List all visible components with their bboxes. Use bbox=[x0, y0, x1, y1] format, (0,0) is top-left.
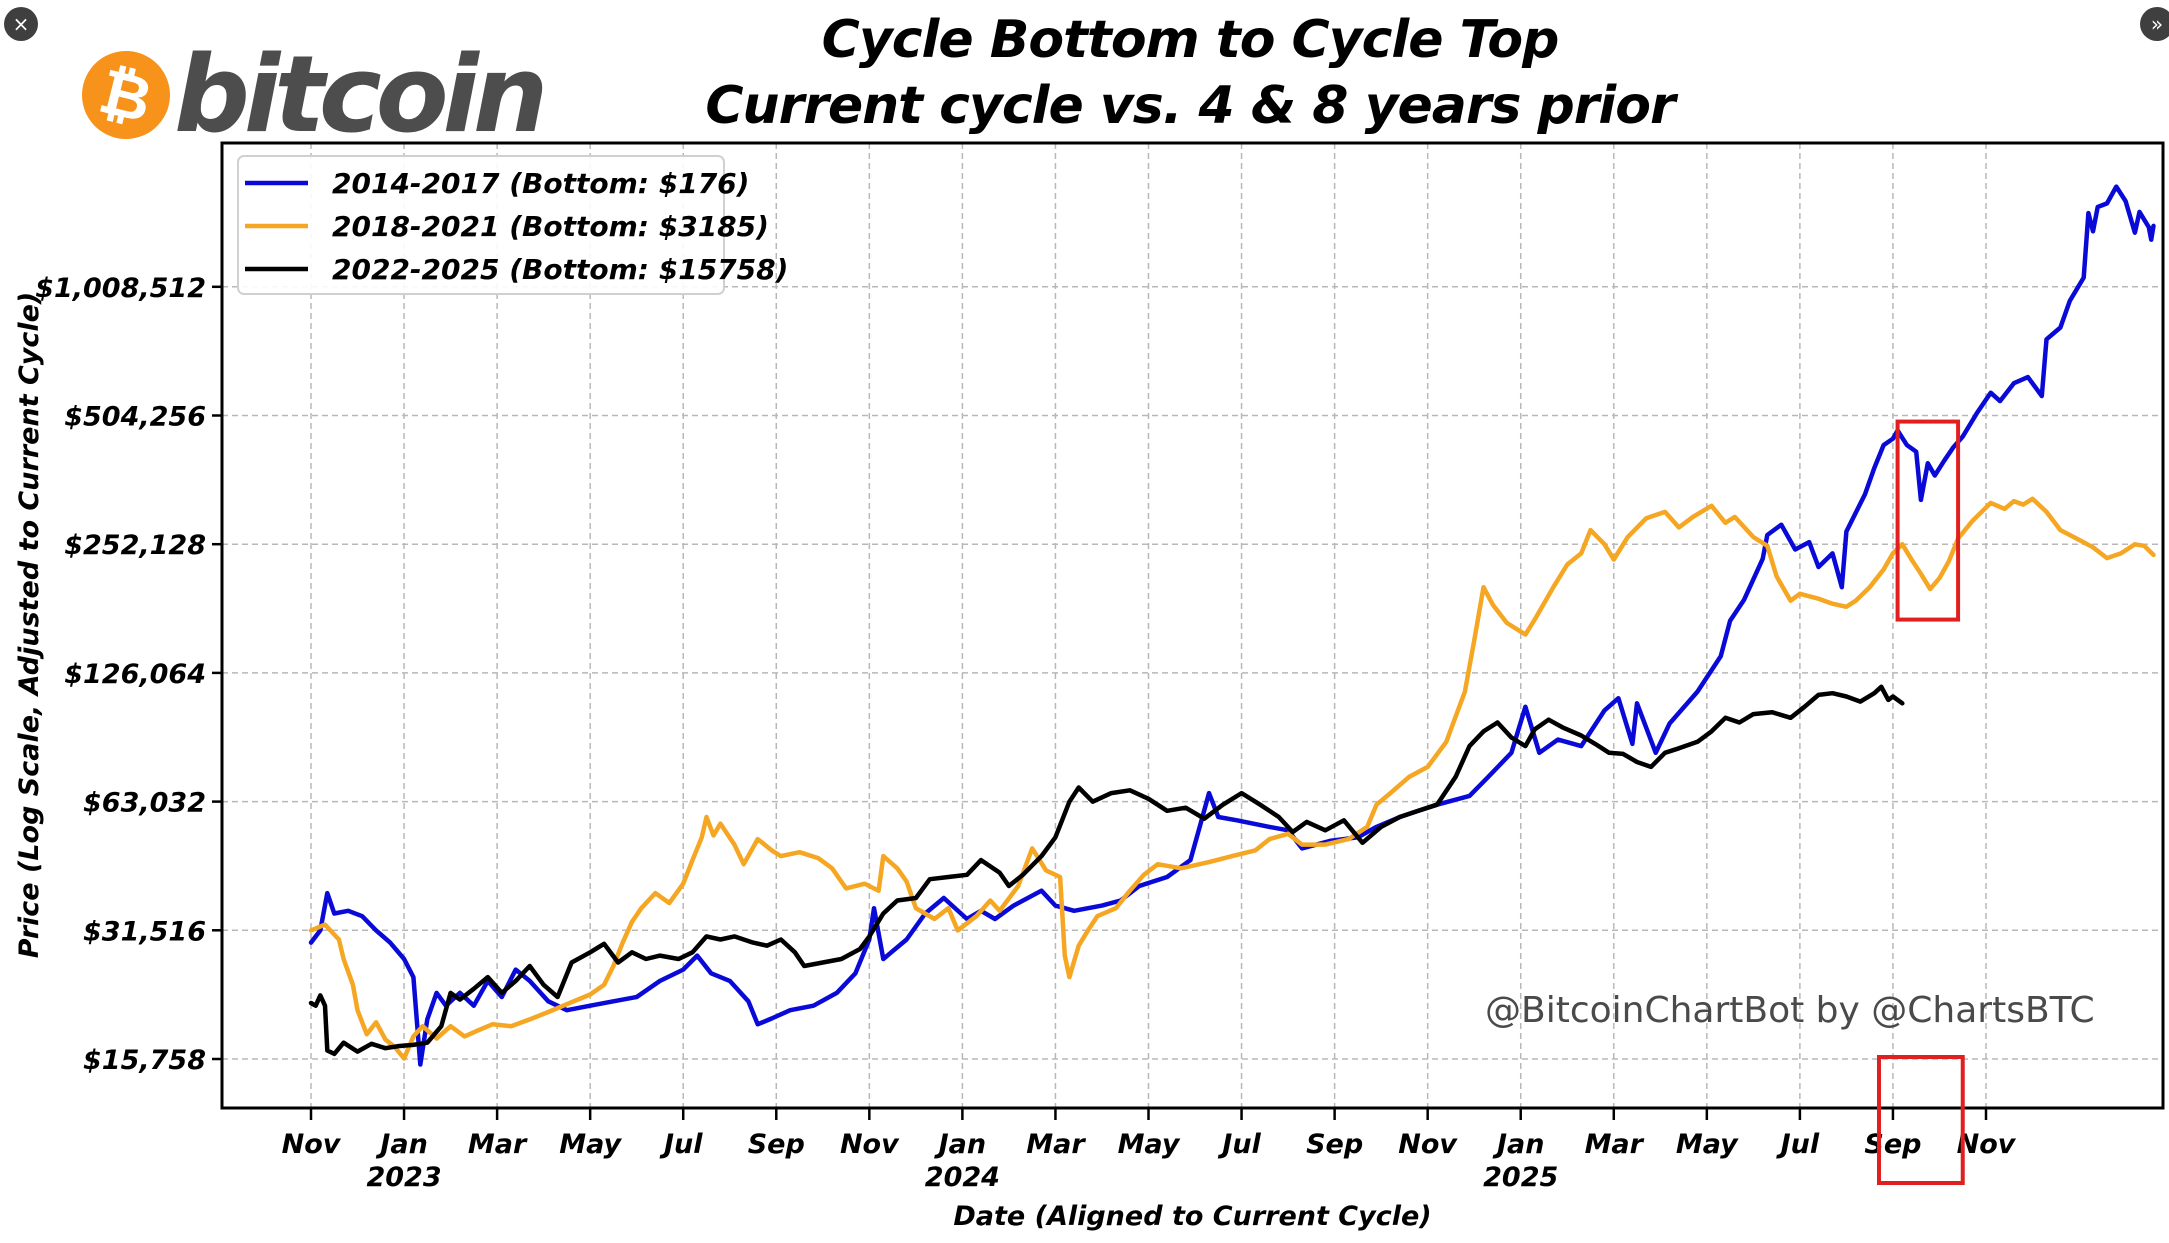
chart-subtitle: Current cycle vs. 4 & 8 years prior bbox=[705, 76, 1675, 136]
x-tick-label: Mar bbox=[468, 1129, 528, 1160]
x-tick-year-label: 2025 bbox=[1483, 1162, 1558, 1193]
x-tick-label: Sep bbox=[1864, 1129, 1921, 1160]
x-tick-label: Sep bbox=[1306, 1129, 1363, 1160]
legend-entry: 2018-2021 (Bottom: $3185) bbox=[332, 210, 769, 243]
x-tick-label: Jan bbox=[375, 1129, 428, 1160]
series-line-2018-2021 bbox=[308, 496, 2156, 1061]
x-tick-label: Nov bbox=[1398, 1129, 1458, 1160]
x-tick-label: May bbox=[1118, 1129, 1181, 1160]
grid bbox=[222, 143, 2163, 1108]
x-tick-label: Jan bbox=[1492, 1129, 1545, 1160]
x-tick-label: May bbox=[559, 1129, 622, 1160]
x-tick-label: Mar bbox=[1026, 1129, 1086, 1160]
legend-entry: 2022-2025 (Bottom: $15758) bbox=[332, 253, 788, 286]
series-lines bbox=[308, 184, 2156, 1067]
x-tick-year-label: 2024 bbox=[925, 1162, 1000, 1193]
x-tick-label: Jul bbox=[1776, 1129, 1820, 1160]
watermark: @BitcoinChartBot by @ChartsBTC bbox=[1485, 990, 2095, 1031]
highlight-box-axis bbox=[1876, 1055, 1965, 1185]
double-chevron-right-icon: » bbox=[2150, 12, 2164, 36]
series-line-2014-2017 bbox=[308, 184, 2156, 1067]
plot-frame bbox=[220, 141, 2165, 1110]
y-tick-label: $126,064 bbox=[64, 659, 206, 690]
y-tick-label: $1,008,512 bbox=[35, 273, 206, 304]
x-tick-label: Jan bbox=[934, 1129, 987, 1160]
highlight-boxes bbox=[1876, 419, 1965, 1185]
x-tick-label: May bbox=[1676, 1129, 1739, 1160]
y-axis: $15,758 $31,516 $63,032 $126,064 $252,128 $50… bbox=[35, 273, 222, 1076]
x-axis-label: Date (Aligned to Current Cycle) bbox=[953, 1201, 1431, 1232]
bitcoin-logo: ₿ bitcoin bbox=[72, 33, 548, 156]
y-tick-label: $63,032 bbox=[83, 788, 206, 819]
legend: 2014-2017 (Bottom: $176) 2018-2021 (Botto… bbox=[237, 155, 788, 295]
y-tick-label: $504,256 bbox=[64, 402, 206, 433]
x-tick-label: Nov bbox=[1957, 1129, 2017, 1160]
series-line-2022-2025 bbox=[308, 684, 1905, 1057]
highlight-box-price bbox=[1895, 419, 1961, 622]
legend-entry: 2014-2017 (Bottom: $176) bbox=[332, 167, 749, 200]
chart-title: Cycle Bottom to Cycle Top bbox=[821, 10, 1560, 70]
y-tick-label: $31,516 bbox=[83, 916, 206, 947]
close-icon: × bbox=[12, 12, 30, 36]
close-button[interactable]: × bbox=[4, 7, 38, 41]
x-tick-label: Nov bbox=[840, 1129, 900, 1160]
x-tick-label: Sep bbox=[748, 1129, 805, 1160]
legend-box bbox=[237, 155, 725, 295]
y-axis-label: Price (Log Scale, Adjusted to Current Cy… bbox=[14, 292, 45, 959]
y-tick-label: $15,758 bbox=[83, 1045, 206, 1076]
x-tick-label: Jul bbox=[659, 1129, 703, 1160]
x-tick-year-label: 2023 bbox=[366, 1162, 441, 1193]
x-tick-label: Nov bbox=[282, 1129, 342, 1160]
y-tick-label: $252,128 bbox=[64, 530, 206, 561]
x-tick-label: Mar bbox=[1585, 1129, 1645, 1160]
x-tick-label: Jul bbox=[1217, 1129, 1261, 1160]
bitcoin-wordmark: bitcoin bbox=[174, 33, 548, 156]
expand-button[interactable]: » bbox=[2140, 7, 2169, 41]
